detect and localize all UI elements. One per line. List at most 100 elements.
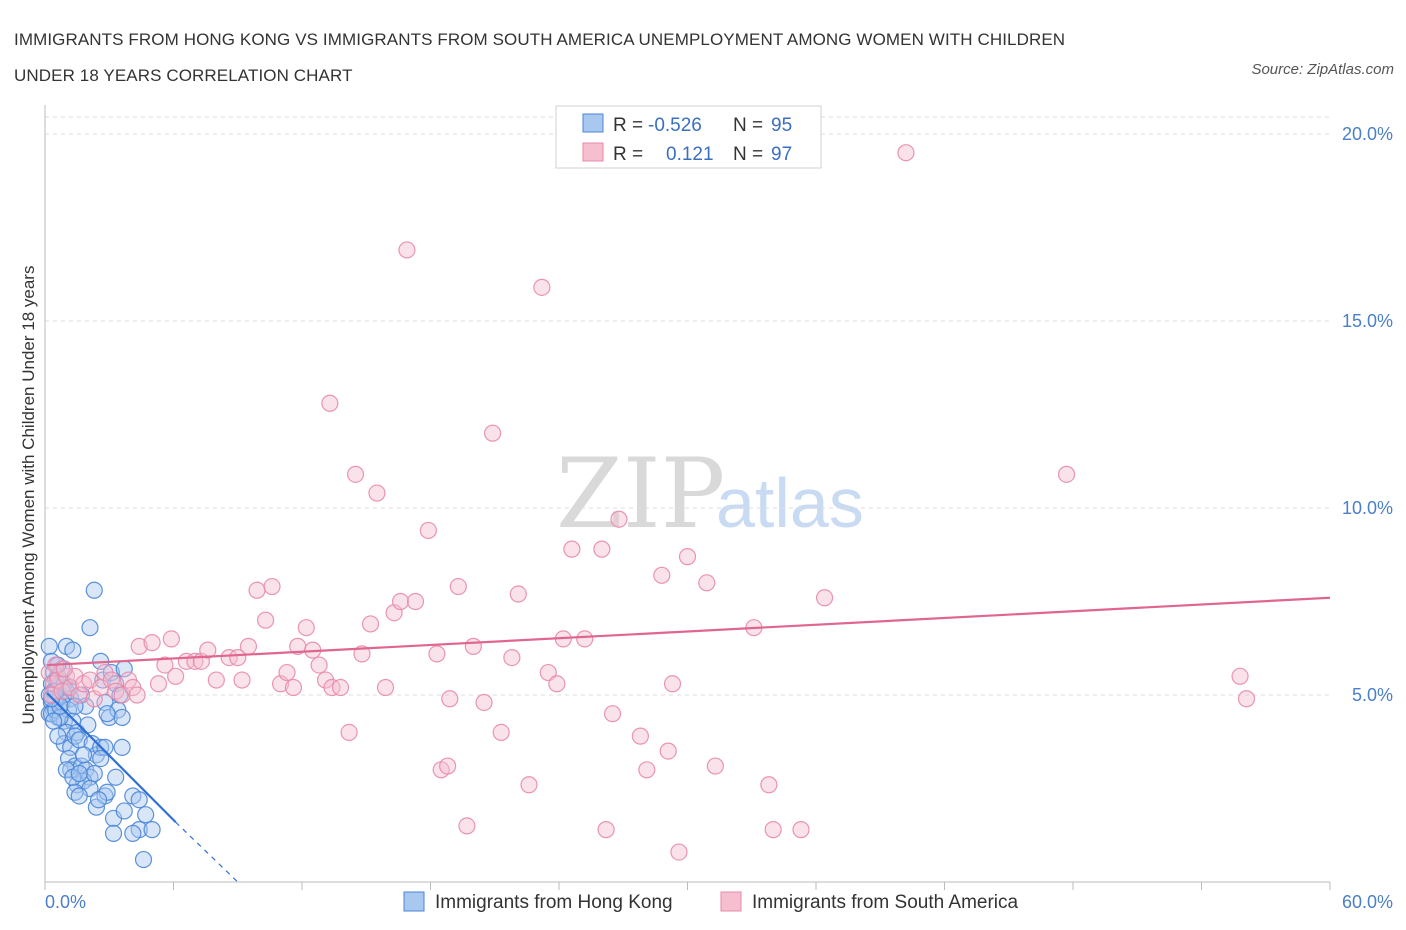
data-point: [137, 806, 155, 824]
y-tick-labels: 5.0% 10.0% 15.0% 20.0%: [1342, 124, 1393, 705]
data-point: [70, 787, 88, 805]
data-point: [475, 693, 493, 712]
data-point: [340, 723, 358, 742]
data-point: [391, 592, 410, 611]
legend-n-label-pink: N =: [733, 144, 763, 165]
data-point: [361, 615, 380, 633]
data-point: [458, 817, 476, 835]
legend-swatch-pink: [582, 142, 604, 162]
y-tick-label: 5.0%: [1352, 685, 1393, 705]
data-point: [492, 723, 510, 742]
data-point: [310, 656, 328, 674]
legend-r-value-blue: -0.526: [648, 115, 702, 136]
data-point: [70, 764, 88, 783]
data-point: [297, 619, 315, 637]
data-point: [603, 705, 622, 723]
data-point: [520, 776, 538, 794]
data-point: [706, 757, 724, 775]
chart-title: IMMIGRANTS FROM HONG KONG VS IMMIGRANTS …: [14, 22, 1214, 94]
data-point: [96, 738, 114, 756]
data-point: [167, 667, 185, 685]
data-point: [229, 648, 247, 667]
data-point: [331, 678, 350, 697]
data-point: [124, 824, 142, 842]
data-point: [89, 791, 108, 809]
data-point: [79, 716, 97, 734]
data-point: [670, 843, 688, 861]
data-point: [428, 645, 446, 663]
data-point: [321, 394, 339, 412]
y-tick-label: 20.0%: [1342, 124, 1393, 144]
hong-kong-points: [40, 581, 161, 869]
axes: [44, 105, 1331, 890]
y-axis-title: Unemployment Among Women with Children U…: [19, 266, 38, 725]
data-point: [593, 540, 611, 558]
data-point: [92, 749, 110, 768]
data-point: [503, 648, 521, 667]
stats-legend: R = -0.526 N = 95 R = 0.121 N = 97: [555, 105, 822, 169]
bottom-legend-swatch-blue: [403, 891, 425, 912]
data-point: [1057, 465, 1076, 483]
y-tick-label: 15.0%: [1342, 311, 1393, 331]
data-point: [143, 821, 161, 839]
data-point: [631, 727, 649, 745]
data-point: [102, 671, 120, 689]
data-point: [464, 637, 482, 655]
data-point: [439, 757, 457, 775]
hong-kong-trend-extension: [175, 821, 239, 883]
watermark-zip: ZIP: [556, 438, 725, 550]
data-point: [113, 738, 131, 756]
data-point: [156, 656, 174, 674]
hong-kong-trend-line: [46, 692, 177, 823]
data-point: [346, 465, 365, 483]
data-point: [638, 761, 656, 779]
trend-lines: [46, 596, 1331, 883]
data-point: [610, 510, 628, 528]
legend-n-value-blue: 95: [771, 115, 792, 136]
data-point: [376, 678, 395, 697]
data-point: [134, 850, 153, 869]
legend-n-label-blue: N =: [733, 115, 763, 136]
data-point: [85, 581, 103, 599]
data-point: [278, 663, 296, 682]
bottom-legend-swatch-pink: [720, 891, 742, 912]
data-point: [897, 144, 915, 162]
data-point: [42, 686, 61, 704]
x-tick-label-max: 60.0%: [1342, 892, 1393, 912]
data-point: [130, 637, 148, 655]
data-point: [130, 791, 148, 809]
data-point: [406, 592, 425, 611]
south-america-trend-line: [47, 596, 1331, 667]
data-point: [398, 241, 416, 259]
data-point: [207, 671, 225, 689]
data-point: [698, 574, 716, 592]
data-point: [653, 566, 671, 584]
data-point: [107, 768, 125, 786]
data-point: [663, 675, 682, 693]
bottom-legend-label-pink: Immigrants from South America: [752, 892, 1019, 913]
source-credit: Source: ZipAtlas.com: [1251, 61, 1394, 78]
data-point: [115, 802, 133, 820]
data-point: [1237, 690, 1256, 708]
data-point: [74, 746, 93, 764]
chart-title-line2: UNDER 18 YEARS CORRELATION CHART: [14, 66, 353, 85]
legend-r-value-pink: 0.121: [666, 144, 714, 165]
data-point: [815, 589, 834, 607]
chart-title-line1: IMMIGRANTS FROM HONG KONG VS IMMIGRANTS …: [14, 30, 1066, 49]
data-point: [113, 708, 131, 727]
data-point: [563, 540, 581, 558]
data-point: [678, 548, 697, 566]
data-point: [98, 705, 116, 723]
data-point: [149, 675, 168, 693]
data-point: [64, 641, 82, 659]
data-point: [419, 521, 437, 540]
data-point: [548, 675, 566, 693]
legend-r-label-pink: R =: [613, 144, 643, 165]
data-point: [44, 712, 63, 730]
data-point: [128, 686, 146, 704]
data-point: [509, 585, 527, 603]
data-point: [199, 641, 217, 659]
bottom-legend-label-blue: Immigrants from Hong Kong: [435, 892, 673, 913]
south-america-points: [40, 144, 1256, 861]
